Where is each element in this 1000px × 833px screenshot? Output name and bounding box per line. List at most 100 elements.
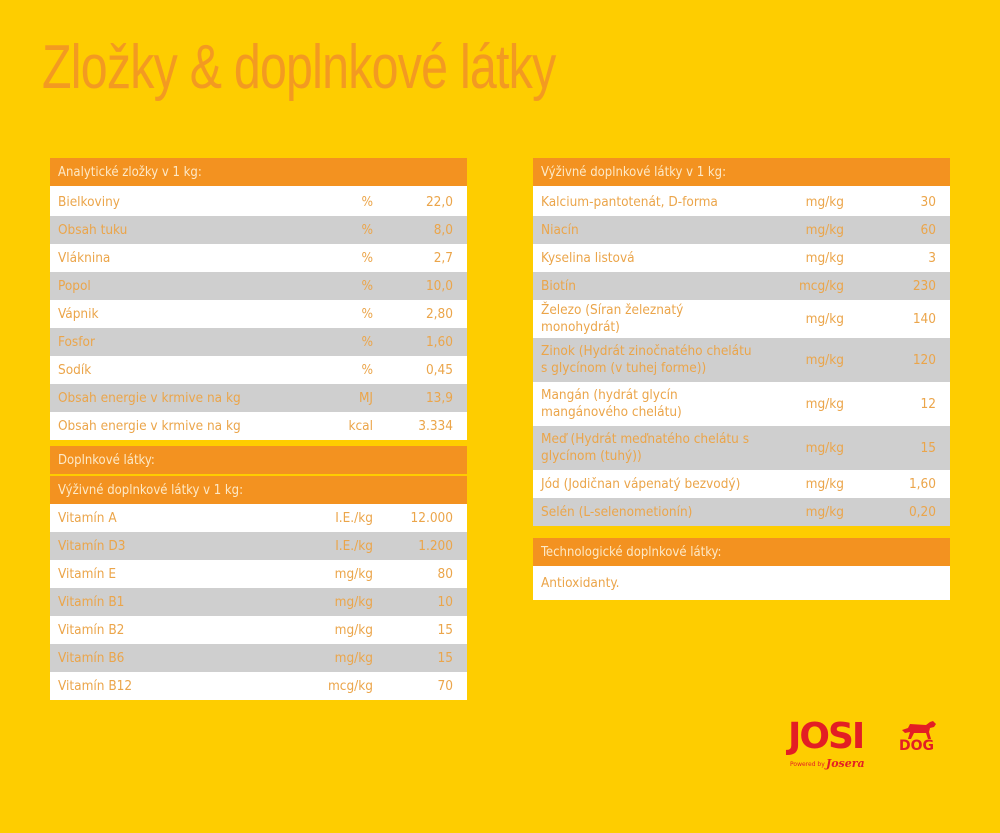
row-name: Meď (Hydrát meďnatého chelátu s glycínom… bbox=[541, 431, 750, 464]
row-unit: mg/kg bbox=[805, 194, 844, 210]
row-name: Fosfor bbox=[58, 333, 95, 350]
row-value: 1,60 bbox=[908, 476, 936, 492]
table-row: Vláknina% 2,7 bbox=[50, 244, 467, 272]
table-row: Fosfor% 1,60 bbox=[50, 328, 467, 356]
table-row: Biotín mcg/kg 230 bbox=[533, 272, 950, 300]
table-row: Bielkoviny% 22,0 bbox=[50, 188, 467, 216]
dog-icon bbox=[902, 721, 936, 739]
row-value: 0,20 bbox=[908, 504, 936, 520]
row-value: 30 bbox=[920, 194, 936, 210]
row-unit: mg/kg bbox=[805, 440, 844, 456]
logo-maker: Josera bbox=[826, 757, 865, 770]
table-row: Zinok (Hydrát zinočnatého chelátu s glyc… bbox=[533, 338, 950, 382]
row-unit: mg/kg bbox=[334, 622, 373, 638]
row-value: 3 bbox=[928, 250, 936, 266]
table-row: Vitamín B1 mg/kg 10 bbox=[50, 588, 467, 616]
table-row: Jód (Jodičnan vápenatý bezvodý) mg/kg 1,60 bbox=[533, 470, 950, 498]
technological-value: Antioxidanty. bbox=[533, 566, 950, 600]
vitamin-table: Vitamín A I.E./kg 12.000 Vitamín D3 I.E./kg 1… bbox=[50, 504, 467, 700]
row-name: Kyselina listová bbox=[541, 249, 635, 266]
table-row: Vitamín B2 mg/kg 15 bbox=[50, 616, 467, 644]
logo-sub: DOG bbox=[899, 738, 935, 754]
row-unit: mg/kg bbox=[334, 650, 373, 666]
row-name: Vitamín B1 bbox=[58, 593, 125, 610]
row-name: Vitamín B2 bbox=[58, 621, 125, 638]
table-row: Meď (Hydrát meďnatého chelátu s glycínom… bbox=[533, 426, 950, 470]
row-unit: mcg/kg bbox=[327, 678, 373, 694]
row-name: Popol bbox=[58, 277, 91, 294]
row-name: Kalcium-pantotenát, D-forma bbox=[541, 193, 718, 210]
additives-subheader: Výživné doplnkové látky v 1 kg: bbox=[50, 476, 467, 504]
nutritional-table: Kalcium-pantotenát, D-forma mg/kg 30 Niacín… bbox=[533, 188, 950, 526]
row-unit: mg/kg bbox=[805, 222, 844, 238]
table-row: Selén (L-selenometionín) mg/kg 0,20 bbox=[533, 498, 950, 526]
row-name: Selén (L-selenometionín) bbox=[541, 503, 693, 520]
row-unit: mcg/kg bbox=[798, 278, 844, 294]
row-value: 12 bbox=[920, 396, 936, 412]
row-value: 15 bbox=[437, 622, 453, 638]
row-unit: mg/kg bbox=[805, 476, 844, 492]
row-value: 22,0 bbox=[425, 194, 453, 210]
row-unit: kcal bbox=[348, 418, 373, 434]
row-value: 120 bbox=[912, 352, 936, 368]
table-row: Vápnik% 2,80 bbox=[50, 300, 467, 328]
additives-header: Doplnkové látky: bbox=[50, 446, 467, 474]
row-name: Biotín bbox=[541, 277, 576, 294]
row-unit: mg/kg bbox=[805, 352, 844, 368]
row-name: Vitamín A bbox=[58, 509, 117, 526]
row-value: 230 bbox=[912, 278, 936, 294]
row-name: Jód (Jodičnan vápenatý bezvodý) bbox=[541, 475, 741, 492]
row-name: Vitamín B12 bbox=[58, 677, 133, 694]
row-value: 10,0 bbox=[425, 278, 453, 294]
nutritional-header: Výživné doplnkové látky v 1 kg: bbox=[533, 158, 950, 186]
logo-powered: Powered by bbox=[790, 761, 825, 768]
row-value: 2,7 bbox=[433, 250, 453, 266]
row-value: 80 bbox=[437, 566, 453, 582]
row-unit: mg/kg bbox=[334, 594, 373, 610]
technological-header: Technologické doplnkové látky: bbox=[533, 538, 950, 566]
row-unit: mg/kg bbox=[334, 566, 373, 582]
table-row: Kalcium-pantotenát, D-forma mg/kg 30 bbox=[533, 188, 950, 216]
row-name: Vápnik bbox=[58, 305, 99, 322]
row-value: 1.200 bbox=[418, 538, 453, 554]
table-row: Niacín mg/kg 60 bbox=[533, 216, 950, 244]
row-name: Obsah energie v krmive na kg bbox=[58, 417, 241, 434]
table-row: Kyselina listová mg/kg 3 bbox=[533, 244, 950, 272]
row-unit: I.E./kg bbox=[335, 538, 373, 554]
row-name: Obsah energie v krmive na kg bbox=[58, 389, 241, 406]
table-row: Vitamín B12 mcg/kg 70 bbox=[50, 672, 467, 700]
row-unit: I.E./kg bbox=[335, 510, 373, 526]
table-row: Obsah tuku% 8,0 bbox=[50, 216, 467, 244]
analytical-header: Analytické zložky v 1 kg: bbox=[50, 158, 467, 186]
row-unit: mg/kg bbox=[805, 311, 844, 327]
row-unit: % bbox=[361, 278, 373, 294]
row-name: Vitamín B6 bbox=[58, 649, 125, 666]
row-unit: % bbox=[361, 306, 373, 322]
right-panel: Výživné doplnkové látky v 1 kg: Kalcium-… bbox=[533, 158, 950, 600]
row-name: Niacín bbox=[541, 221, 579, 238]
row-value: 70 bbox=[437, 678, 453, 694]
row-unit: MJ bbox=[358, 390, 373, 406]
row-value: 13,9 bbox=[425, 390, 453, 406]
row-value: 1,60 bbox=[425, 334, 453, 350]
table-row: Obsah energie v krmive na kg kcal 3.334 bbox=[50, 412, 467, 440]
table-row: Mangán (hydrát glycín mangánového chelát… bbox=[533, 382, 950, 426]
logo-brand: JOSI bbox=[788, 716, 865, 757]
row-value: 3.334 bbox=[418, 418, 453, 434]
row-name: Bielkoviny bbox=[58, 193, 120, 210]
row-unit: % bbox=[361, 222, 373, 238]
row-unit: mg/kg bbox=[805, 396, 844, 412]
row-unit: mg/kg bbox=[805, 504, 844, 520]
row-value: 15 bbox=[920, 440, 936, 456]
row-value: 10 bbox=[437, 594, 453, 610]
table-row: Vitamín A I.E./kg 12.000 bbox=[50, 504, 467, 532]
row-value: 15 bbox=[437, 650, 453, 666]
row-value: 140 bbox=[912, 311, 936, 327]
josidog-logo: JOSI DOG Powered by Josera bbox=[788, 716, 948, 776]
table-row: Železo (Síran železnatý monohydrát) mg/kg… bbox=[533, 300, 950, 338]
row-unit: mg/kg bbox=[805, 250, 844, 266]
page-title: Zložky & doplnkové látky bbox=[42, 33, 556, 102]
row-name: Sodík bbox=[58, 361, 92, 378]
row-value: 12.000 bbox=[410, 510, 453, 526]
row-unit: % bbox=[361, 194, 373, 210]
